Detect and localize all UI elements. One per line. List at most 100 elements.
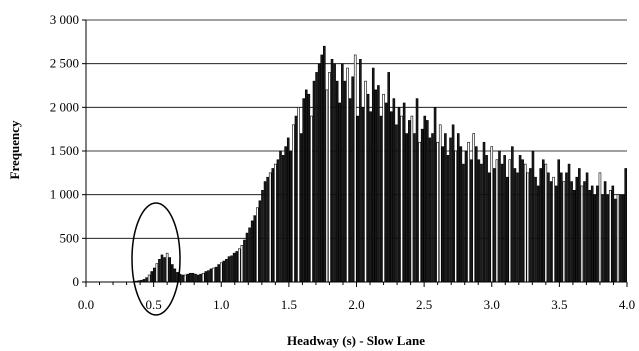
bar (487, 172, 491, 283)
bar (451, 124, 455, 283)
bar (397, 107, 401, 283)
bar (619, 194, 622, 283)
bar (420, 128, 424, 283)
bar (243, 239, 246, 283)
bar (503, 155, 506, 283)
bar (356, 115, 360, 283)
bar (436, 141, 439, 283)
bar (204, 271, 208, 283)
y-axis-title: Frequency (7, 120, 22, 179)
bar (480, 163, 483, 283)
bar (567, 163, 571, 283)
bar (377, 85, 380, 283)
bar (516, 172, 519, 283)
bar (320, 54, 324, 283)
bar (330, 58, 334, 283)
bar (392, 98, 396, 283)
bar (191, 272, 195, 283)
bar (565, 172, 568, 283)
bar (493, 168, 496, 283)
bar (408, 120, 411, 283)
bar (495, 159, 499, 283)
bar (598, 172, 602, 283)
bar (379, 115, 383, 283)
bar (469, 159, 473, 283)
bar (333, 63, 336, 283)
bar (608, 190, 612, 283)
y-tick-label: 3 000 (50, 12, 79, 27)
bar (529, 168, 532, 283)
x-tick-labels: 0.0 0.5 1.0 1.5 2.0 2.5 3.0 3.5 4.0 (78, 282, 635, 312)
bar (346, 67, 349, 283)
bar (371, 67, 375, 283)
y-tick-label: 0 (73, 274, 80, 289)
bar (402, 102, 406, 283)
bar (289, 150, 293, 283)
bar (485, 155, 488, 283)
bar (189, 272, 192, 283)
bar (225, 258, 228, 283)
bar (250, 220, 254, 283)
bar (523, 163, 527, 283)
bar (446, 155, 450, 283)
bar (323, 45, 326, 283)
bar (199, 273, 202, 283)
bar (554, 185, 558, 283)
y-tick-label: 1 000 (50, 187, 79, 202)
bar (596, 185, 599, 283)
bar (511, 146, 514, 283)
bar (359, 58, 362, 283)
bar (552, 176, 555, 283)
bar (196, 274, 200, 283)
bar (438, 124, 442, 283)
bar (263, 181, 267, 283)
bar (557, 159, 561, 283)
bar (477, 159, 481, 283)
bar (297, 107, 300, 283)
x-tick-label: 2.0 (348, 297, 364, 312)
bar (482, 141, 486, 283)
bar (547, 172, 550, 283)
bar (534, 176, 537, 283)
bar (454, 150, 457, 283)
bar (428, 137, 432, 283)
bar (410, 115, 414, 283)
bar (240, 245, 244, 283)
bar (237, 248, 241, 283)
bar (348, 98, 352, 283)
bar (423, 115, 427, 283)
x-tick-label: 1.0 (213, 297, 229, 312)
bar (256, 207, 259, 283)
bar (544, 163, 548, 283)
bar (353, 54, 357, 283)
bar (462, 163, 465, 283)
bar (230, 255, 233, 283)
y-tick-label: 2 000 (50, 99, 79, 114)
bar (186, 273, 190, 283)
bar (562, 181, 566, 283)
bar (585, 172, 589, 283)
bar (253, 215, 257, 283)
bar (310, 115, 313, 283)
bar (583, 181, 586, 283)
bar (413, 133, 416, 283)
bar (317, 63, 321, 283)
bar (400, 115, 403, 283)
bar (194, 273, 197, 283)
bar (163, 257, 166, 283)
bar (387, 72, 390, 283)
bar (603, 181, 607, 283)
bar (209, 268, 213, 283)
x-axis-title: Headway (s) - Slow Lane (287, 333, 425, 348)
bar (361, 107, 365, 283)
bar (351, 76, 354, 283)
bar (245, 232, 249, 283)
bar (207, 270, 210, 283)
bar (173, 268, 177, 283)
bar (366, 93, 370, 283)
bar (624, 168, 628, 283)
bar (145, 277, 148, 283)
bar (575, 176, 579, 283)
bar (364, 80, 367, 283)
